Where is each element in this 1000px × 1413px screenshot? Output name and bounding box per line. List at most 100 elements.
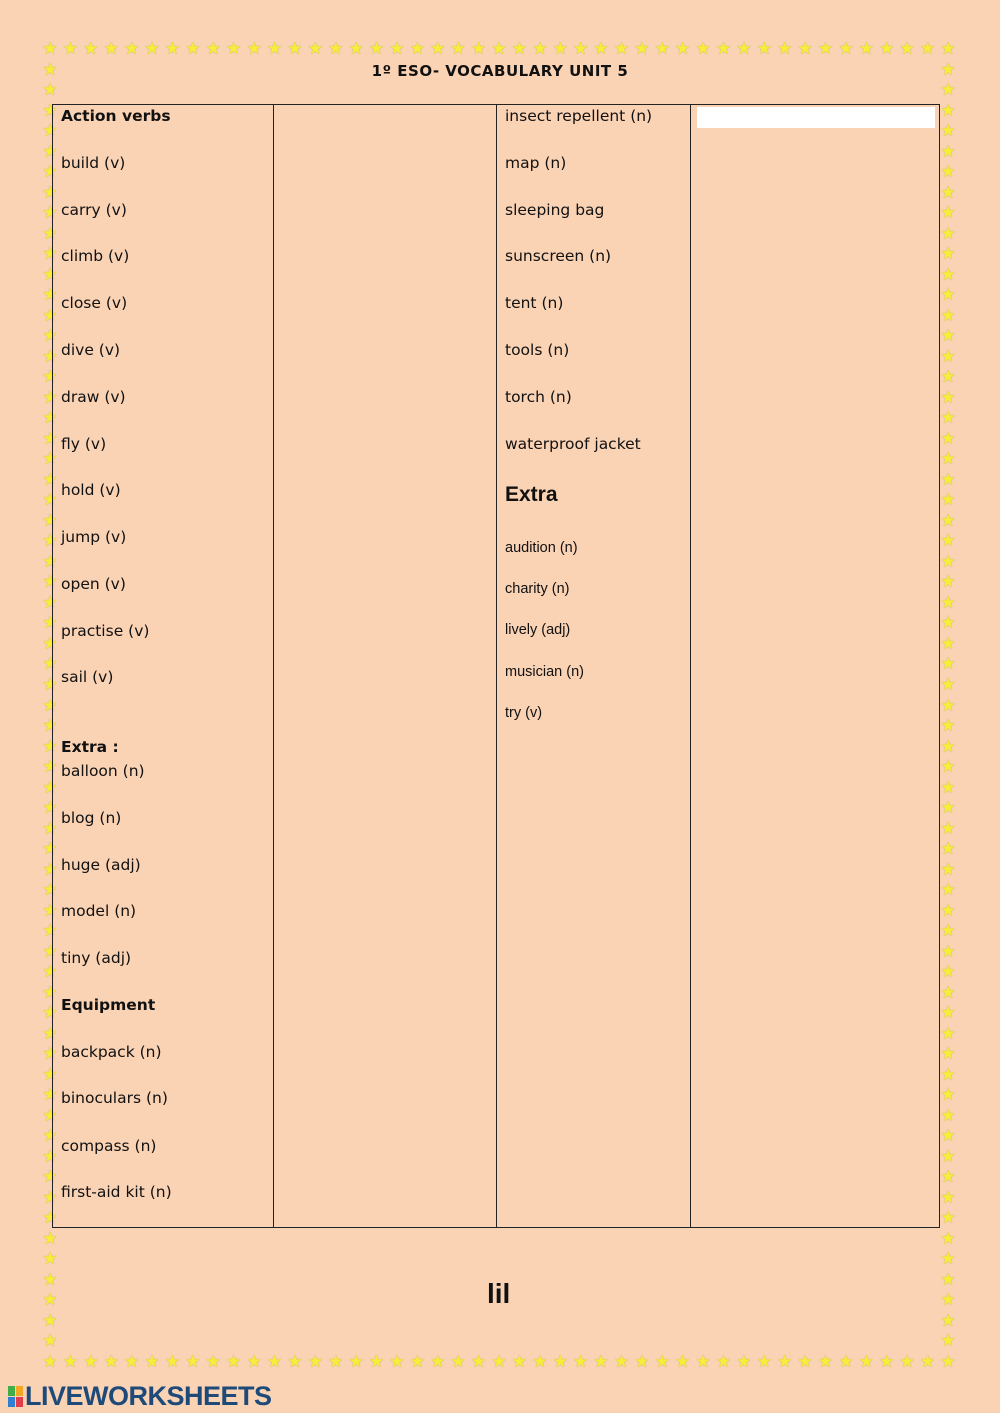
star-icon: ★ [940, 572, 956, 593]
star-icon: ★ [817, 39, 834, 59]
vocabulary-word: tools (n) [505, 341, 570, 359]
star-icon: ★ [348, 1352, 364, 1372]
star-icon: ★ [430, 39, 446, 59]
star-icon: ★ [42, 572, 58, 593]
star-icon: ★ [552, 1352, 568, 1372]
star-icon: ★ [42, 798, 58, 819]
star-icon: ★ [940, 531, 956, 552]
star-icon: ★ [42, 1310, 58, 1331]
star-icon: ★ [42, 346, 58, 367]
vocabulary-word: audition (n) [505, 540, 578, 556]
star-icon: ★ [42, 1085, 58, 1106]
star-icon: ★ [838, 39, 854, 59]
star-icon: ★ [940, 469, 956, 490]
star-icon: ★ [940, 80, 956, 101]
star-icon: ★ [83, 39, 99, 59]
star-icon: ★ [919, 39, 936, 59]
star-icon: ★ [858, 39, 874, 59]
star-icon: ★ [42, 551, 58, 572]
star-icon: ★ [328, 39, 344, 59]
star-icon: ★ [940, 100, 956, 121]
star-icon: ★ [940, 141, 956, 162]
star-icon: ★ [42, 592, 58, 613]
star-icon: ★ [266, 39, 283, 59]
star-icon: ★ [42, 326, 58, 347]
star-icon: ★ [42, 59, 58, 80]
star-icon: ★ [42, 695, 58, 716]
star-icon: ★ [450, 1352, 466, 1372]
star-icon: ★ [42, 244, 58, 265]
star-icon: ★ [42, 285, 58, 306]
star-icon: ★ [940, 59, 956, 80]
star-icon: ★ [42, 674, 58, 695]
star-icon: ★ [42, 1290, 58, 1311]
star-icon: ★ [409, 1352, 425, 1372]
star-icon: ★ [940, 613, 956, 634]
star-icon: ★ [42, 962, 58, 983]
star-icon: ★ [42, 449, 58, 470]
star-icon: ★ [42, 100, 58, 121]
vocabulary-word: tent (n) [505, 294, 564, 312]
star-icon: ★ [491, 39, 507, 59]
star-icon: ★ [246, 39, 262, 59]
section-heading: Extra : [61, 738, 119, 756]
column-divider [690, 104, 691, 1228]
vocabulary-word: lively (adj) [505, 622, 571, 638]
star-icon: ★ [532, 1352, 548, 1372]
star-icon: ★ [940, 162, 956, 183]
star-icon: ★ [573, 39, 589, 59]
star-icon: ★ [42, 182, 58, 203]
star-icon: ★ [736, 1352, 752, 1372]
column-divider [496, 104, 497, 1228]
star-icon: ★ [940, 674, 956, 695]
star-icon: ★ [144, 1352, 160, 1372]
star-icon: ★ [42, 613, 58, 634]
star-icon: ★ [470, 39, 487, 59]
star-icon: ★ [42, 39, 58, 59]
star-icon: ★ [42, 633, 58, 654]
vocabulary-word: open (v) [61, 575, 126, 593]
star-icon: ★ [940, 592, 956, 613]
star-icon: ★ [42, 203, 58, 224]
answer-input[interactable] [697, 107, 935, 128]
star-icon: ★ [348, 39, 364, 59]
vocabulary-word: try (v) [505, 705, 543, 721]
vocabulary-word: dive (v) [61, 341, 121, 359]
star-icon: ★ [715, 1352, 732, 1372]
vocabulary-word: huge (adj) [61, 856, 141, 874]
star-icon: ★ [42, 141, 58, 162]
star-icon: ★ [42, 510, 58, 531]
star-icon: ★ [940, 962, 956, 983]
star-icon: ★ [756, 39, 772, 59]
star-icon: ★ [42, 428, 58, 449]
footer-text: lil [487, 1278, 511, 1309]
star-icon: ★ [511, 39, 528, 59]
star-icon: ★ [940, 1023, 956, 1044]
star-icon: ★ [430, 1352, 446, 1372]
star-icon: ★ [450, 39, 466, 59]
section-heading: Action verbs [61, 107, 171, 125]
star-icon: ★ [940, 1146, 956, 1167]
star-icon: ★ [940, 941, 956, 962]
star-icon: ★ [940, 1352, 956, 1372]
star-icon: ★ [42, 1208, 58, 1229]
star-icon: ★ [124, 39, 140, 59]
star-icon: ★ [266, 1352, 283, 1372]
star-icon: ★ [817, 1352, 834, 1372]
star-icon: ★ [103, 39, 119, 59]
star-icon: ★ [634, 1352, 650, 1372]
star-icon: ★ [532, 39, 548, 59]
star-icon: ★ [613, 1352, 630, 1372]
vocabulary-word: sleeping bag [505, 201, 605, 219]
star-icon: ★ [940, 921, 956, 942]
star-icon: ★ [940, 1064, 956, 1085]
vocabulary-word: charity (n) [505, 581, 570, 597]
page-title: 1º ESO- VOCABULARY UNIT 5 [371, 62, 629, 80]
star-icon: ★ [573, 1352, 589, 1372]
star-icon: ★ [593, 1352, 609, 1372]
star-icon: ★ [205, 1352, 221, 1372]
section-heading: Equipment [61, 996, 156, 1014]
vocabulary-word: fly (v) [61, 435, 107, 453]
star-icon: ★ [777, 1352, 793, 1372]
star-icon: ★ [940, 1331, 956, 1352]
